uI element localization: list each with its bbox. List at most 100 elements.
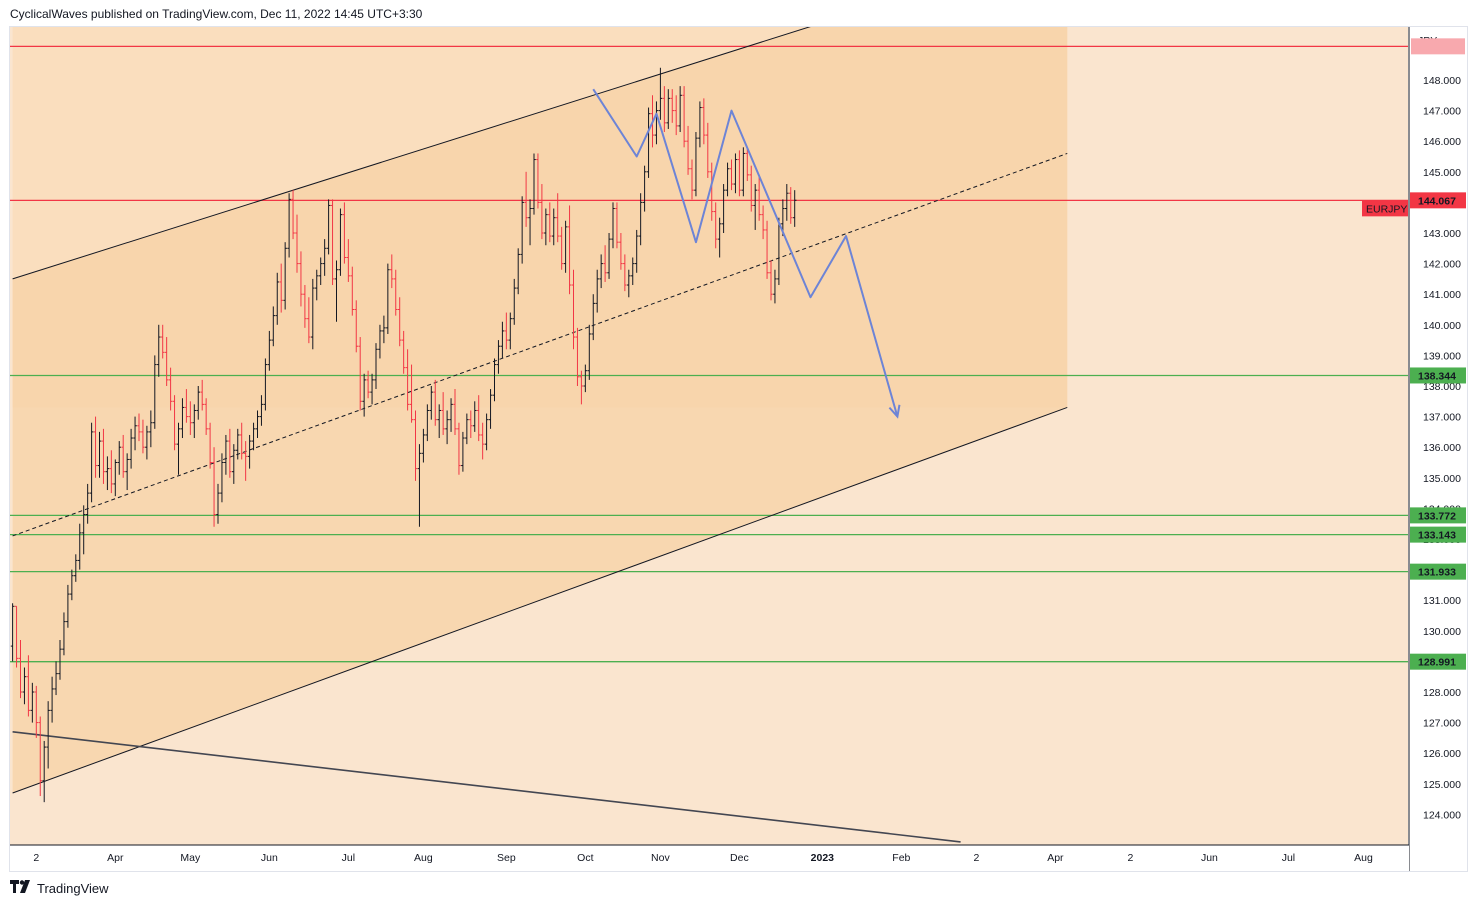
ohlc-bar[interactable] xyxy=(709,162,714,221)
ohlc-bar[interactable] xyxy=(480,422,485,460)
ohlc-bar[interactable] xyxy=(615,202,619,249)
ohlc-bar[interactable] xyxy=(105,456,110,491)
ohlc-bar[interactable] xyxy=(488,389,493,429)
ohlc-bar[interactable] xyxy=(749,165,754,212)
ohlc-bar[interactable] xyxy=(196,386,201,420)
ohlc-bar[interactable] xyxy=(441,392,445,435)
ohlc-bar[interactable] xyxy=(682,86,686,148)
ohlc-bar[interactable] xyxy=(721,184,726,233)
ohlc-bar[interactable] xyxy=(729,159,734,191)
ohlc-bar[interactable] xyxy=(504,312,509,350)
ohlc-bar[interactable] xyxy=(449,398,453,432)
ohlc-bar[interactable] xyxy=(619,233,623,270)
ohlc-bar[interactable] xyxy=(788,187,793,224)
ohlc-bar[interactable] xyxy=(765,220,769,279)
ohlc-bar[interactable] xyxy=(634,229,639,273)
ohlc-bar[interactable] xyxy=(156,324,161,377)
ohlc-bar[interactable] xyxy=(445,410,449,445)
ohlc-bar[interactable] xyxy=(583,364,588,393)
ohlc-bar[interactable] xyxy=(674,95,678,136)
ohlc-bar[interactable] xyxy=(26,655,31,717)
ohlc-bar[interactable] xyxy=(342,202,347,264)
ohlc-bar[interactable] xyxy=(228,428,232,478)
ohlc-bar[interactable] xyxy=(374,343,378,390)
ohlc-bar[interactable] xyxy=(611,202,615,249)
ohlc-bar[interactable] xyxy=(575,327,580,386)
ohlc-bar[interactable] xyxy=(85,483,90,524)
ohlc-bar[interactable] xyxy=(393,269,398,316)
ohlc-bar[interactable] xyxy=(666,89,671,129)
ohlc-bar[interactable] xyxy=(500,321,505,359)
ohlc-bar[interactable] xyxy=(58,639,62,680)
ohlc-bar[interactable] xyxy=(255,410,260,439)
ohlc-bar[interactable] xyxy=(769,260,773,301)
price-chart[interactable]: JPY148.000147.000146.000145.000144.00014… xyxy=(10,27,1467,871)
ohlc-bar[interactable] xyxy=(362,373,366,417)
ohlc-bar[interactable] xyxy=(239,422,244,460)
ohlc-bar[interactable] xyxy=(322,239,327,276)
ohlc-bar[interactable] xyxy=(792,190,797,227)
ohlc-bar[interactable] xyxy=(97,431,102,478)
ohlc-bar[interactable] xyxy=(401,330,406,374)
ohlc-bar[interactable] xyxy=(204,398,208,435)
ohlc-bar[interactable] xyxy=(520,196,524,264)
ohlc-bar[interactable] xyxy=(524,171,528,227)
ohlc-bar[interactable] xyxy=(717,217,722,258)
ohlc-bar[interactable] xyxy=(74,554,78,582)
ohlc-bar[interactable] xyxy=(354,300,359,353)
ohlc-bar[interactable] xyxy=(690,159,694,200)
ohlc-bar[interactable] xyxy=(145,425,149,460)
ohlc-bar[interactable] xyxy=(330,199,335,286)
ohlc-bar[interactable] xyxy=(386,263,390,334)
ohlc-bar[interactable] xyxy=(670,89,675,123)
ohlc-bar[interactable] xyxy=(761,205,765,240)
ohlc-bar[interactable] xyxy=(307,297,311,344)
ohlc-bar[interactable] xyxy=(224,434,228,475)
ohlc-bar[interactable] xyxy=(559,226,564,270)
ohlc-bar[interactable] xyxy=(461,431,465,472)
ohlc-bar[interactable] xyxy=(160,324,165,359)
ohlc-bar[interactable] xyxy=(508,312,513,350)
ohlc-bar[interactable] xyxy=(599,254,603,289)
ohlc-bar[interactable] xyxy=(117,441,122,475)
ohlc-bar[interactable] xyxy=(678,86,682,133)
ohlc-bar[interactable] xyxy=(465,413,469,445)
ohlc-bar[interactable] xyxy=(93,416,98,478)
ohlc-bar[interactable] xyxy=(745,147,750,181)
ohlc-bar[interactable] xyxy=(125,453,129,491)
ohlc-bar[interactable] xyxy=(311,278,315,350)
ohlc-bar[interactable] xyxy=(492,358,497,402)
ohlc-bar[interactable] xyxy=(101,428,106,484)
ohlc-bar[interactable] xyxy=(318,257,323,286)
ohlc-bar[interactable] xyxy=(587,324,592,380)
ohlc-bar[interactable] xyxy=(172,395,177,451)
ohlc-bar[interactable] xyxy=(34,685,39,738)
ohlc-bar[interactable] xyxy=(390,254,394,289)
ohlc-bar[interactable] xyxy=(713,202,718,249)
ohlc-bar[interactable] xyxy=(149,410,153,448)
ohlc-bar[interactable] xyxy=(235,428,240,460)
ohlc-bar[interactable] xyxy=(275,272,280,325)
ohlc-bar[interactable] xyxy=(472,401,477,432)
ohlc-bar[interactable] xyxy=(22,667,27,705)
ohlc-bar[interactable] xyxy=(153,355,157,429)
ohlc-bar[interactable] xyxy=(437,404,441,439)
ohlc-bar[interactable] xyxy=(133,416,137,451)
ohlc-bar[interactable] xyxy=(81,505,86,555)
ohlc-bar[interactable] xyxy=(259,395,264,426)
ohlc-bar[interactable] xyxy=(733,153,738,194)
ohlc-bar[interactable] xyxy=(350,266,355,316)
ohlc-bar[interactable] xyxy=(595,269,599,313)
ohlc-bar[interactable] xyxy=(42,740,46,803)
ohlc-bar[interactable] xyxy=(295,214,299,273)
ohlc-bar[interactable] xyxy=(334,260,339,322)
ohlc-bar[interactable] xyxy=(603,245,607,282)
ohlc-bar[interactable] xyxy=(77,523,82,570)
ohlc-bar[interactable] xyxy=(89,422,94,503)
ohlc-bar[interactable] xyxy=(579,370,584,405)
chart-container[interactable]: JPY148.000147.000146.000145.000144.00014… xyxy=(9,26,1468,872)
ohlc-bar[interactable] xyxy=(607,233,611,279)
ohlc-bar[interactable] xyxy=(429,386,434,420)
ohlc-bar[interactable] xyxy=(251,422,256,451)
ohlc-bar[interactable] xyxy=(397,297,402,347)
